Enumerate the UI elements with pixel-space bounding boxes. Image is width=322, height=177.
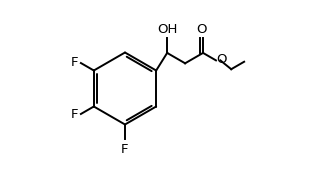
Text: F: F bbox=[71, 56, 78, 69]
Text: OH: OH bbox=[157, 23, 177, 36]
Text: F: F bbox=[71, 108, 78, 121]
Text: O: O bbox=[217, 53, 227, 66]
Text: F: F bbox=[121, 143, 129, 156]
Text: O: O bbox=[196, 23, 207, 36]
